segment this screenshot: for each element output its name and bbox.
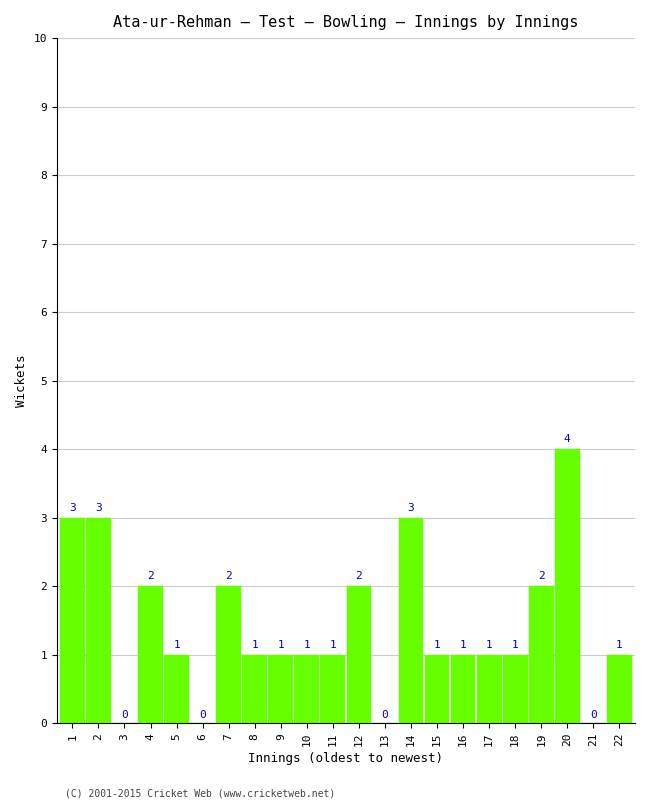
Bar [138,586,163,723]
Bar [294,654,319,723]
Text: 1: 1 [252,640,258,650]
Text: 1: 1 [616,640,623,650]
Text: 1: 1 [173,640,180,650]
Text: 1: 1 [486,640,493,650]
Text: (C) 2001-2015 Cricket Web (www.cricketweb.net): (C) 2001-2015 Cricket Web (www.cricketwe… [65,788,335,798]
Text: 2: 2 [538,571,545,582]
Text: 4: 4 [564,434,571,444]
Text: 1: 1 [434,640,441,650]
Text: 0: 0 [382,710,388,720]
Title: Ata-ur-Rehman – Test – Bowling – Innings by Innings: Ata-ur-Rehman – Test – Bowling – Innings… [113,15,578,30]
Bar [164,654,189,723]
Text: 0: 0 [200,710,206,720]
Bar [450,654,475,723]
Bar [320,654,345,723]
Text: 1: 1 [512,640,519,650]
Bar [216,586,241,723]
Text: 1: 1 [304,640,310,650]
Text: 1: 1 [460,640,467,650]
Text: 1: 1 [278,640,284,650]
Text: 2: 2 [226,571,232,582]
Text: 0: 0 [590,710,597,720]
Bar [555,449,580,723]
Text: 2: 2 [147,571,154,582]
Bar [60,518,84,723]
Y-axis label: Wickets: Wickets [15,354,28,407]
Text: 3: 3 [69,503,76,513]
Text: 3: 3 [408,503,415,513]
Bar [86,518,110,723]
Text: 1: 1 [330,640,336,650]
Text: 0: 0 [121,710,128,720]
Bar [268,654,293,723]
Bar [607,654,632,723]
Text: 3: 3 [95,503,102,513]
Bar [503,654,528,723]
Bar [242,654,267,723]
Text: 2: 2 [356,571,362,582]
Bar [529,586,554,723]
Bar [398,518,423,723]
Bar [424,654,449,723]
Bar [476,654,502,723]
Bar [346,586,371,723]
X-axis label: Innings (oldest to newest): Innings (oldest to newest) [248,752,443,765]
